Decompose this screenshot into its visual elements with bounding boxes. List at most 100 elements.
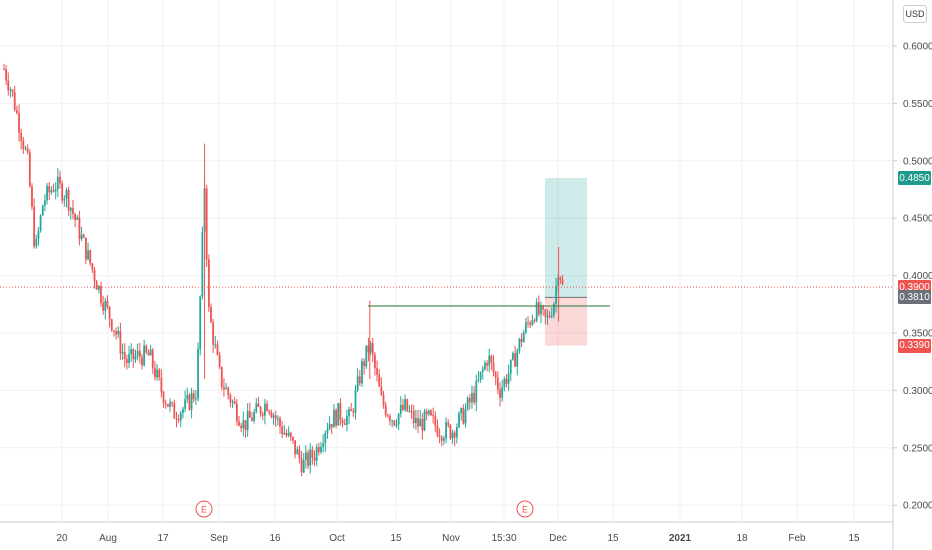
candle-body — [147, 352, 150, 356]
candle-body — [192, 393, 195, 400]
candle-body — [341, 420, 344, 424]
candle-body — [315, 446, 318, 461]
candle-body — [15, 110, 18, 113]
candle-body — [307, 452, 309, 466]
candle-body — [354, 390, 357, 413]
candle-body — [559, 277, 562, 280]
candle-body — [443, 438, 445, 441]
candle-body — [527, 322, 529, 324]
y-tick-label: 0.4500 — [903, 214, 932, 225]
candle-body — [328, 423, 331, 430]
time-axis[interactable]: 20 Aug 17 Sep 16 Oct 15 Nov 15:30 Dec 15 2021 18 Feb 1… — [0, 521, 893, 544]
candle-body — [486, 362, 488, 366]
candle-body — [100, 285, 102, 303]
candle-body — [453, 432, 456, 438]
candle-body — [11, 89, 14, 92]
candle-body — [240, 425, 243, 429]
candle-body — [296, 449, 299, 455]
candle-body — [503, 378, 506, 388]
candle-body — [26, 148, 29, 153]
candle-body — [356, 376, 359, 391]
candle-body — [350, 409, 353, 412]
candle-body — [110, 319, 113, 331]
earnings-marker-circle — [516, 500, 534, 518]
candle-body — [447, 422, 450, 426]
candle-body — [151, 349, 154, 368]
candle-body — [553, 303, 555, 316]
x-tick-label: 15 — [607, 533, 619, 544]
x-tick-label: 15 — [848, 533, 860, 544]
candle-body — [410, 410, 413, 412]
candle-body — [134, 355, 137, 360]
candle-body — [264, 403, 266, 416]
candle-body — [427, 410, 430, 415]
candle-body — [533, 320, 536, 322]
candle-body — [235, 403, 238, 422]
candle-body — [169, 402, 171, 407]
candle-body — [149, 349, 152, 356]
candle-body — [404, 399, 407, 410]
candle-body — [63, 198, 66, 201]
candle-body — [294, 440, 297, 455]
candle-body — [56, 176, 59, 190]
earnings-marker-circle — [195, 500, 213, 518]
position-zones — [545, 178, 587, 346]
candle-body — [52, 190, 55, 192]
candle-body — [419, 419, 422, 427]
candle-body — [205, 188, 208, 260]
candle-body — [492, 362, 495, 373]
earnings-marker[interactable]: E — [516, 500, 534, 518]
candle-body — [238, 421, 240, 426]
candle-body — [292, 436, 294, 441]
earnings-marker[interactable]: E — [195, 500, 213, 518]
candle-body — [335, 410, 337, 426]
candle-body — [13, 91, 16, 111]
candle-body — [18, 112, 20, 133]
candle-body — [540, 305, 542, 315]
price-axis[interactable]: 0.6000 0.5500 0.5000 0.4500 0.4000 0.3500 0.30… — [892, 0, 932, 550]
candle-body — [417, 418, 419, 427]
candle-body — [270, 412, 273, 418]
candle-body — [255, 403, 258, 413]
candle-body — [283, 432, 286, 435]
x-tick-label: Dec — [549, 533, 567, 544]
candle-body — [272, 415, 275, 418]
candle-body — [76, 217, 79, 220]
candle-body — [246, 410, 249, 431]
candle-body — [9, 89, 12, 91]
earnings-marker-label: E — [201, 505, 207, 515]
candle-body — [72, 207, 74, 214]
candle-body — [276, 418, 279, 420]
candle-body — [80, 234, 83, 239]
candle-body — [477, 379, 480, 381]
currency-label[interactable]: USD — [903, 5, 927, 23]
candle-body — [106, 300, 109, 307]
candle-body — [512, 353, 514, 360]
candle-body — [313, 457, 316, 461]
x-tick-label: 20 — [56, 533, 68, 544]
y-tick-label: 0.4000 — [903, 271, 932, 282]
x-tick-label: Oct — [329, 533, 345, 544]
candle-body — [143, 345, 146, 366]
candle-body — [475, 380, 478, 403]
candle-body — [384, 405, 387, 416]
candle-body — [274, 415, 277, 419]
candle-body — [451, 432, 454, 439]
earnings-marker-label: E — [522, 505, 528, 515]
candle-body — [5, 69, 7, 81]
candle-body — [285, 432, 288, 436]
candle-body — [524, 322, 527, 333]
candle-body — [251, 417, 253, 421]
candle-body — [505, 378, 508, 384]
candle-body — [65, 189, 68, 199]
candle-body — [279, 418, 281, 427]
candle-body — [184, 399, 187, 409]
candle-body — [164, 403, 167, 405]
candle-body — [93, 269, 96, 282]
candle-body — [31, 186, 33, 207]
candle-body — [339, 403, 342, 421]
x-tick-label: Nov — [442, 533, 460, 544]
candle-body — [89, 250, 92, 264]
